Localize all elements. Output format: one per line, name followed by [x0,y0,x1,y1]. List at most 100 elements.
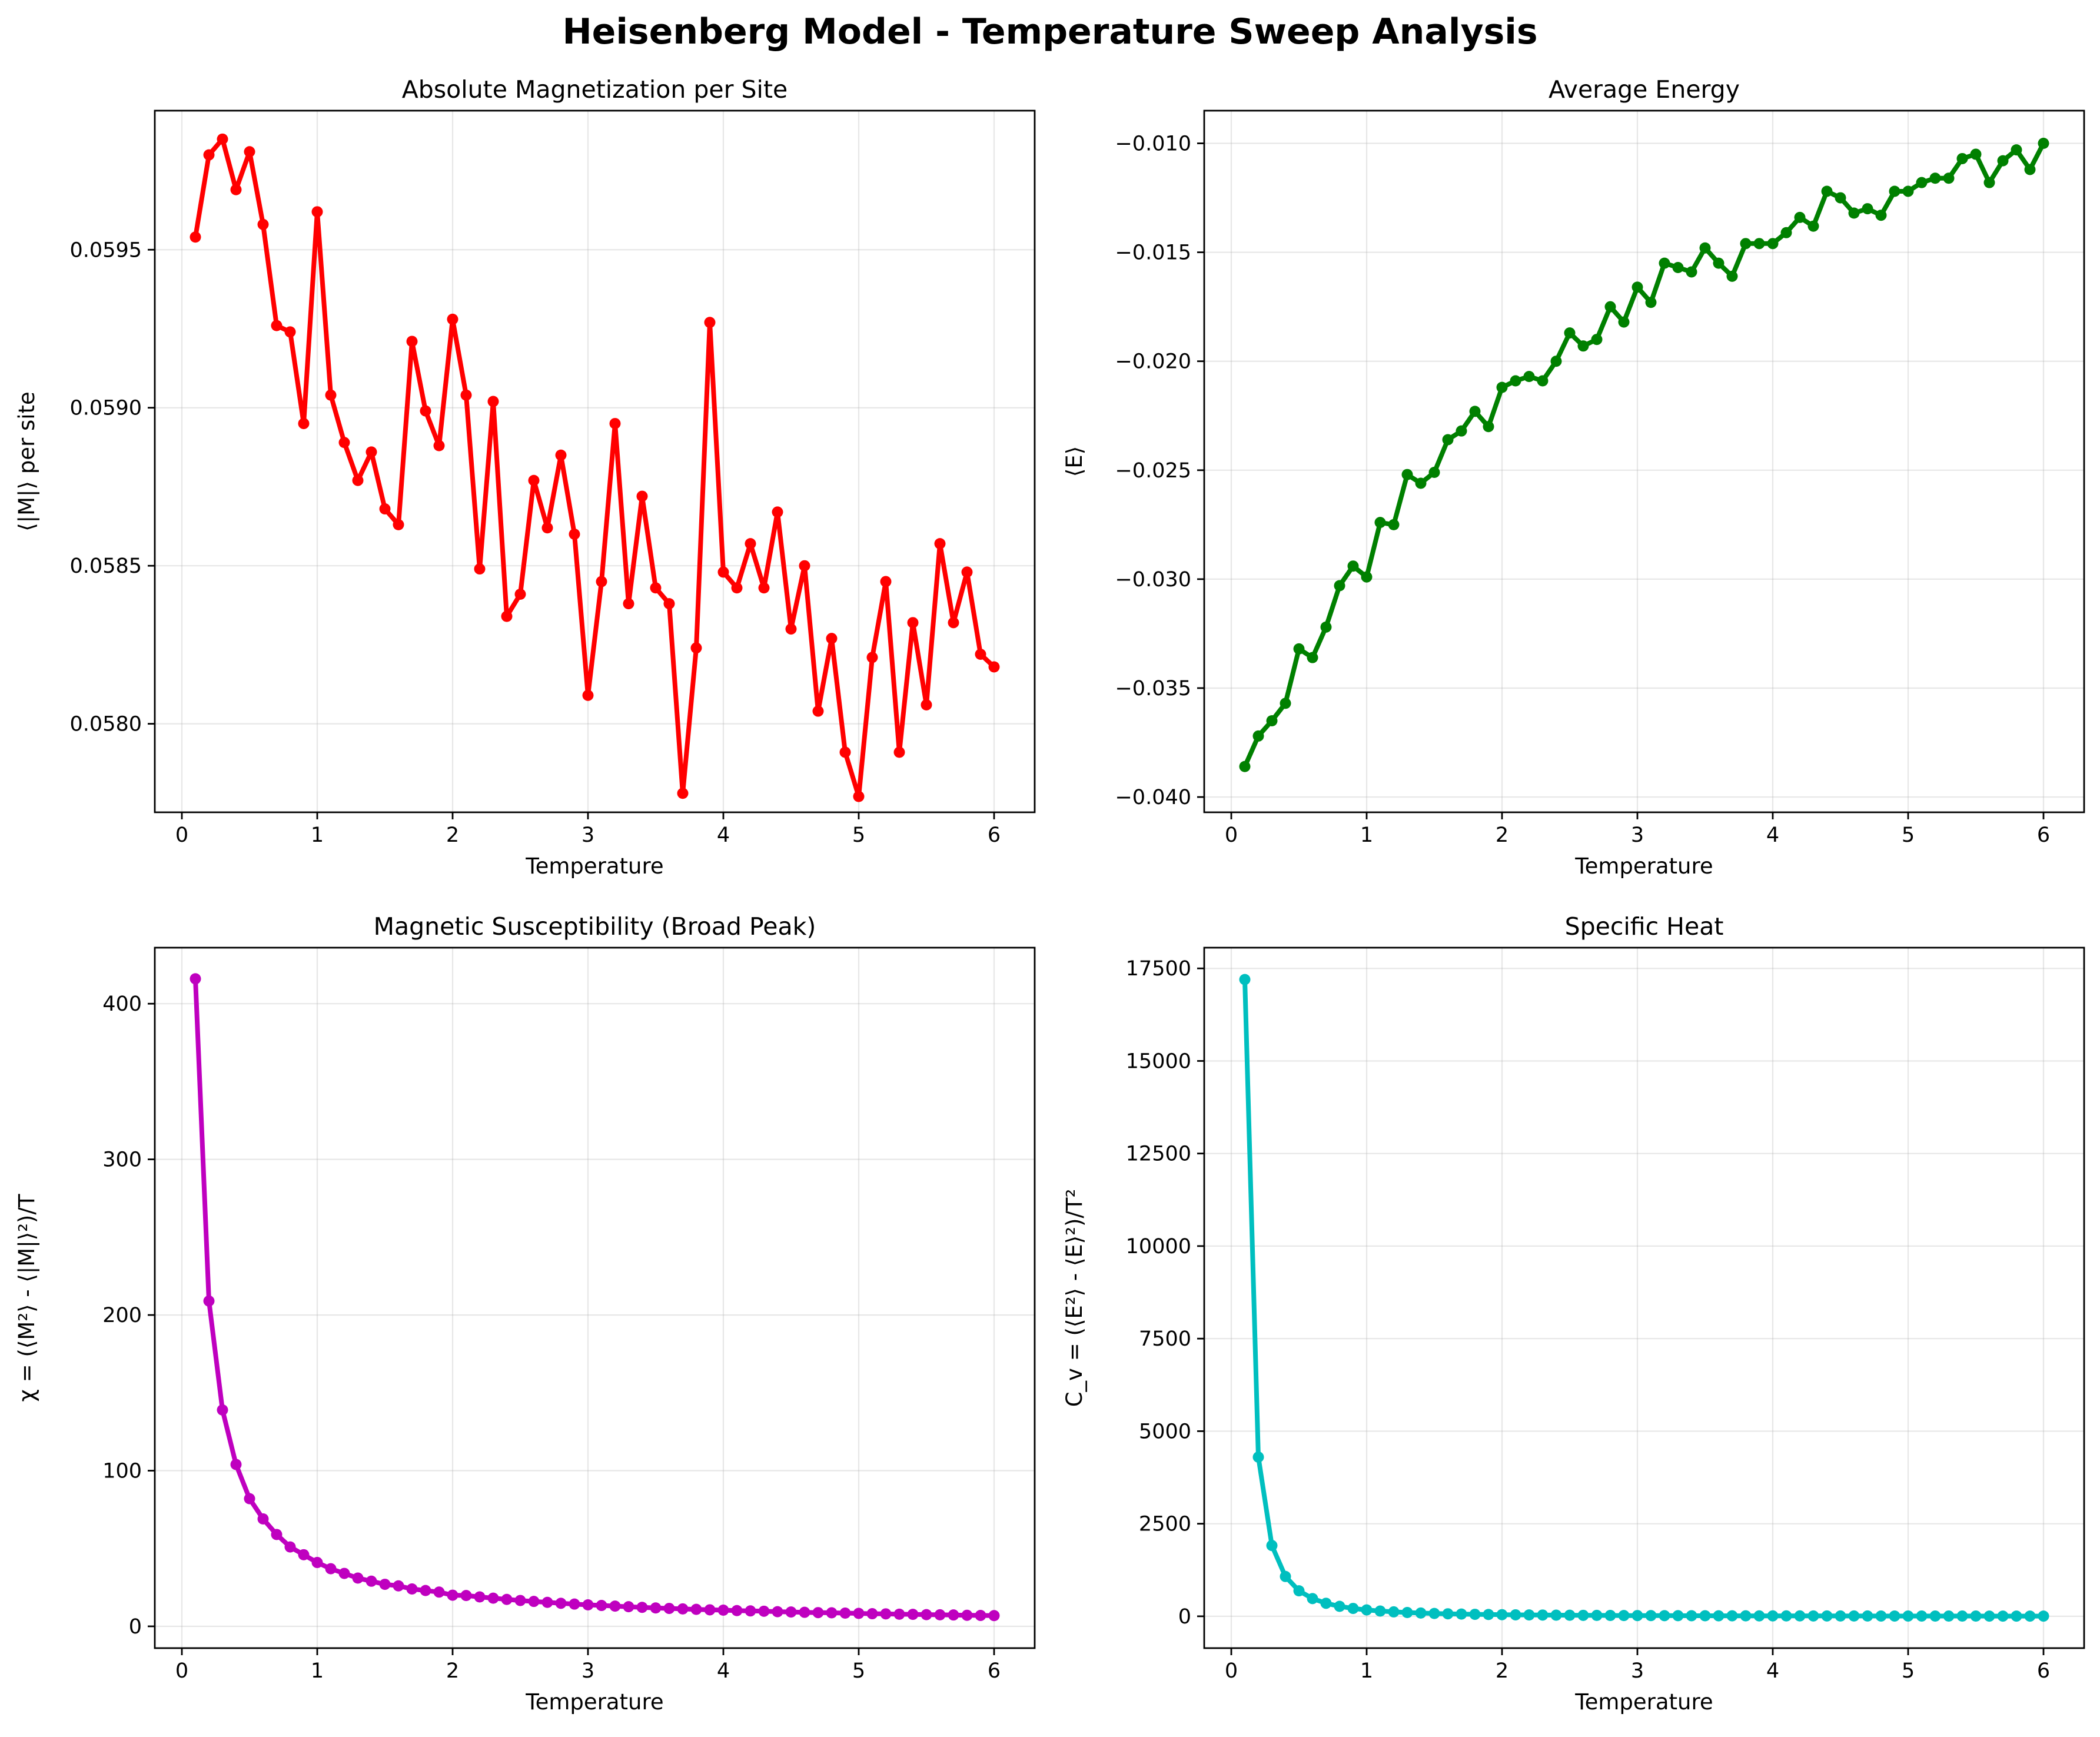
data-point [271,1529,283,1540]
y-tick-label: −0.035 [1115,677,1191,700]
data-point [1659,257,1670,269]
data-point [1862,1610,1873,1622]
data-point [826,633,838,645]
data-point [772,1606,783,1618]
data-point [325,1563,337,1575]
data-point [555,449,567,461]
data-point [474,563,486,575]
data-point [717,1604,729,1616]
data-point [975,1609,986,1621]
data-point [961,566,973,578]
data-point [758,582,770,594]
data-point [1889,185,1900,197]
data-point [244,146,255,158]
x-tick-label: 2 [446,823,459,847]
data-point [487,396,499,407]
data-point [1699,1610,1711,1622]
y-tick-label: 400 [102,992,142,1016]
data-point [1320,621,1332,633]
data-point [596,1600,607,1612]
data-point [1835,192,1846,204]
data-point [501,610,513,622]
data-point [1388,519,1400,530]
data-point [1956,1610,1968,1622]
x-tick-label: 3 [1631,1659,1644,1683]
data-point [1997,155,2009,167]
data-point [1456,425,1467,437]
data-point [1604,1610,1616,1622]
data-point [582,1599,594,1610]
data-point [528,1596,540,1608]
data-point [1780,1610,1792,1622]
data-point [934,1609,946,1620]
data-point [352,474,364,486]
y-tick-label: 2500 [1139,1513,1191,1536]
x-tick-label: 1 [1360,1659,1373,1683]
data-point [893,1608,905,1620]
data-point [1807,1610,1819,1622]
data-point [203,149,215,161]
data-point [284,326,296,338]
data-point [853,1608,865,1619]
data-point [514,1595,526,1606]
data-point [244,1493,255,1504]
data-point [1280,698,1291,709]
data-point [217,133,228,145]
y-tick-label: 0.0595 [70,238,142,262]
x-tick-label: 4 [1766,1659,1779,1683]
data-point [1618,1610,1630,1622]
data-point [1550,356,1562,367]
data-point [1835,1610,1846,1622]
y-tick-label: −0.015 [1115,241,1191,265]
data-point [487,1592,499,1604]
data-point [1767,1610,1779,1622]
x-tick-label: 2 [1496,823,1508,847]
data-point [501,1593,513,1605]
data-point [772,506,783,518]
data-point [948,617,959,629]
data-point [1943,172,1955,184]
data-point [880,576,892,587]
data-point [1307,1593,1318,1605]
data-point [365,446,377,458]
data-point [1469,1609,1481,1620]
axes-frame [1203,109,2085,813]
data-point [704,317,716,328]
data-point [1821,1610,1833,1622]
y-tick-label: −0.040 [1115,786,1191,809]
data-point [839,746,851,758]
data-point [1916,177,1928,188]
data-point [1983,177,1995,188]
x-tick-label: 6 [2037,823,2050,847]
data-point [338,1567,350,1579]
y-tick-label: 17500 [1126,957,1191,981]
data-point [1496,381,1508,393]
axes-title-specific-heat: Specific Heat [1565,912,1724,941]
data-point [1902,185,1914,197]
data-point [298,1549,310,1560]
data-point [1821,185,1833,197]
data-point [866,1608,878,1620]
data-point [1929,172,1941,184]
y-tick-label: 200 [102,1304,142,1327]
data-point [677,788,689,799]
data-point [1388,1606,1400,1618]
x-tick-label: 1 [1360,823,1373,847]
data-point [1591,334,1603,346]
data-point [1401,1606,1413,1618]
data-point [1848,207,1860,219]
data-point [1686,1610,1697,1622]
axes-title-magnetization: Absolute Magnetization per Site [402,75,788,104]
panel-susceptibility: 0 1 2 3 4 5 6 0 100 200 300 400 Magnetic Susceptibil… [14,912,1036,1715]
data-point [1347,560,1359,572]
data-point [1374,517,1386,529]
data-point [1266,715,1278,727]
data-point [1632,281,1643,293]
data-point [1659,1610,1670,1622]
y-tick-label: 0 [1178,1605,1191,1629]
y-tick-label: 0.0585 [70,554,142,578]
data-point [433,440,445,451]
data-point [2011,1610,2022,1622]
y-tick-label: 0.0580 [70,713,142,736]
data-point [1252,730,1264,742]
